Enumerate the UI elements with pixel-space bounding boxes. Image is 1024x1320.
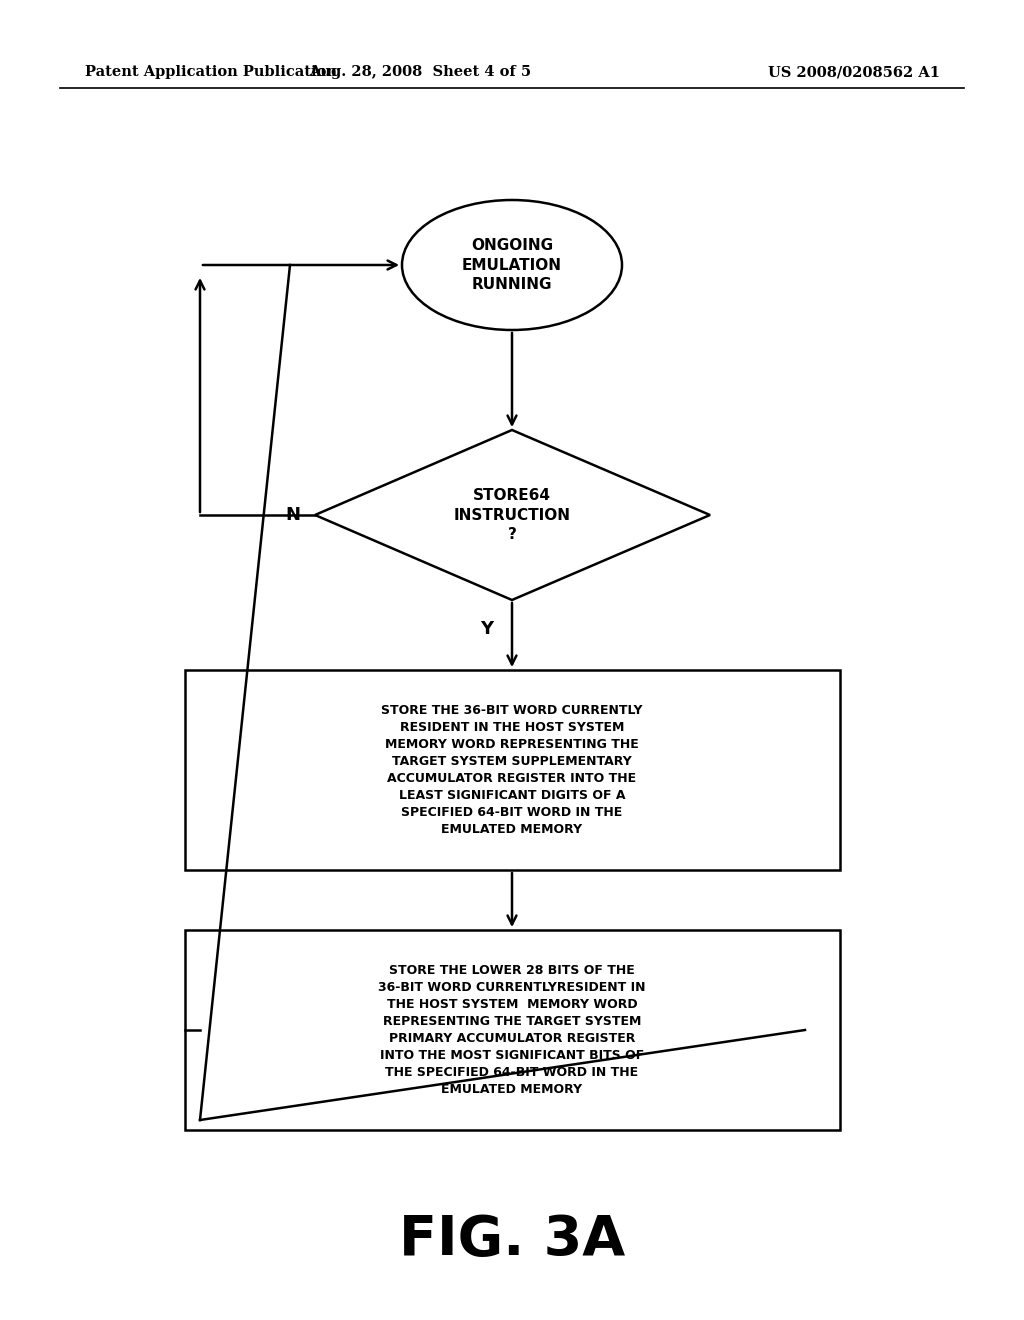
Text: US 2008/0208562 A1: US 2008/0208562 A1 bbox=[768, 65, 940, 79]
Text: FIG. 3A: FIG. 3A bbox=[399, 1213, 625, 1267]
Text: STORE64
INSTRUCTION
?: STORE64 INSTRUCTION ? bbox=[454, 488, 570, 541]
Text: Aug. 28, 2008  Sheet 4 of 5: Aug. 28, 2008 Sheet 4 of 5 bbox=[309, 65, 531, 79]
Text: STORE THE LOWER 28 BITS OF THE
36-BIT WORD CURRENTLYRESIDENT IN
THE HOST SYSTEM : STORE THE LOWER 28 BITS OF THE 36-BIT WO… bbox=[378, 964, 646, 1096]
Text: ONGOING
EMULATION
RUNNING: ONGOING EMULATION RUNNING bbox=[462, 238, 562, 292]
Text: N: N bbox=[285, 506, 300, 524]
Text: Patent Application Publication: Patent Application Publication bbox=[85, 65, 337, 79]
Text: STORE THE 36-BIT WORD CURRENTLY
RESIDENT IN THE HOST SYSTEM
MEMORY WORD REPRESEN: STORE THE 36-BIT WORD CURRENTLY RESIDENT… bbox=[381, 704, 643, 836]
Text: Y: Y bbox=[480, 620, 494, 638]
